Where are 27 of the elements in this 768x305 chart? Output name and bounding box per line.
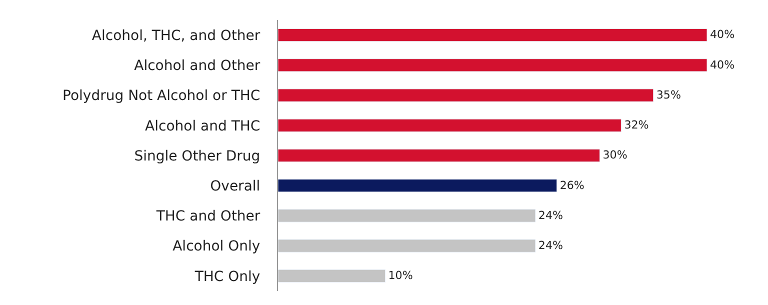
- data-label: 35%: [656, 88, 681, 102]
- y-tick-label: THC and Other: [155, 208, 260, 225]
- bar: [278, 58, 707, 72]
- data-label: 32%: [624, 118, 649, 132]
- data-label: 10%: [388, 269, 413, 282]
- bar: [278, 269, 386, 283]
- y-tick-label: THC Only: [194, 268, 260, 285]
- bar: [278, 179, 558, 192]
- bar: [278, 88, 654, 102]
- bar: [278, 148, 600, 162]
- data-label: 24%: [538, 238, 563, 252]
- bar: [278, 118, 622, 132]
- bar: [278, 28, 707, 42]
- y-tick-label: Single Other Drug: [134, 148, 260, 164]
- data-label: 24%: [538, 208, 563, 222]
- y-tick-label: Polydrug Not Alcohol or THC: [62, 88, 260, 104]
- data-label: 26%: [560, 178, 584, 192]
- y-tick-label: Overall: [210, 178, 260, 195]
- y-tick-label: Alcohol and THC: [145, 118, 260, 134]
- y-tick-label: Alcohol Only: [172, 238, 260, 255]
- data-label: 40%: [710, 58, 735, 72]
- y-tick-label: Alcohol and Other: [134, 58, 260, 74]
- data-label: 40%: [710, 28, 735, 42]
- y-tick-label: Alcohol, THC, and Other: [92, 28, 260, 44]
- data-label: 30%: [602, 148, 628, 162]
- bar: [278, 239, 536, 252]
- bar: [278, 209, 536, 222]
